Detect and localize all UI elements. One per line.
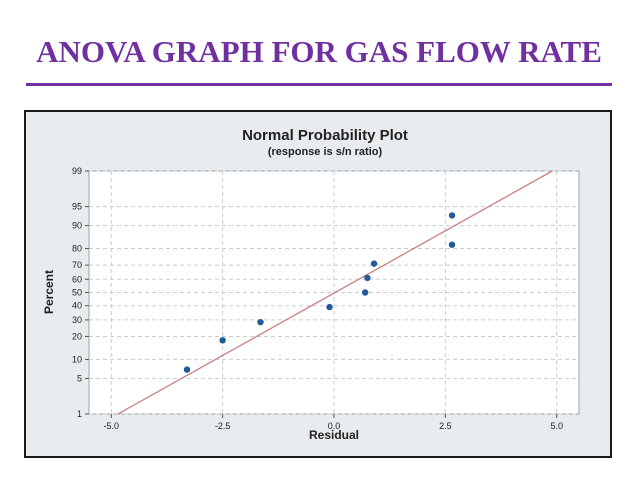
y-tick-label: 50 [72, 288, 82, 298]
x-tick-label: 2.5 [439, 421, 452, 431]
y-tick-label: 95 [72, 202, 82, 212]
y-tick-label: 40 [72, 301, 82, 311]
y-tick-label: 99 [72, 166, 82, 176]
data-point [183, 366, 191, 373]
fit-line-group [117, 170, 553, 415]
y-tick-label: 5 [77, 373, 82, 383]
y-axis-label: Percent [42, 270, 56, 314]
fit-line [117, 170, 553, 415]
title-underline [26, 83, 612, 86]
y-axis-ticks: 1 5 10 20 30 40 50 60 70 80 90 95 99 [72, 166, 89, 419]
data-point [370, 260, 378, 267]
data-point [361, 289, 369, 296]
y-tick-label: 20 [72, 331, 82, 341]
y-tick-label: 1 [77, 409, 82, 419]
slide-title: ANOVA GRAPH FOR GAS FLOW RATE [36, 34, 602, 69]
y-tick-label: 70 [72, 260, 82, 270]
chart-subtitle: (response is s/n ratio) [268, 146, 383, 158]
data-point [326, 303, 333, 311]
x-axis-label: Residual [309, 428, 359, 442]
y-tick-label: 10 [72, 354, 82, 364]
data-point [364, 274, 371, 282]
x-tick-label: -5.0 [104, 421, 120, 431]
data-point [448, 212, 456, 219]
y-tick-label: 60 [72, 274, 82, 284]
y-tick-label: 80 [72, 244, 82, 254]
normal-probability-plot: -5.0 -2.5 0.0 2.5 5.0 1 5 10 20 30 40 50 60 70 80 90 95… [42, 127, 580, 442]
chart-title: Normal Probability Plot [242, 127, 408, 144]
y-tick-label: 30 [72, 315, 82, 325]
data-point [448, 241, 456, 248]
x-axis-ticks: -5.0 -2.5 0.0 2.5 5.0 [104, 414, 563, 431]
x-tick-label: 5.0 [550, 421, 563, 431]
data-point [257, 318, 264, 326]
data-points [183, 212, 456, 373]
chart-frame: -5.0 -2.5 0.0 2.5 5.0 1 5 10 20 30 40 50 60 70 80 90 95… [24, 110, 612, 458]
x-tick-label: -2.5 [215, 421, 231, 431]
x-tick-label: 0.0 [328, 421, 341, 431]
y-tick-label: 90 [72, 221, 82, 231]
data-point [219, 337, 226, 344]
